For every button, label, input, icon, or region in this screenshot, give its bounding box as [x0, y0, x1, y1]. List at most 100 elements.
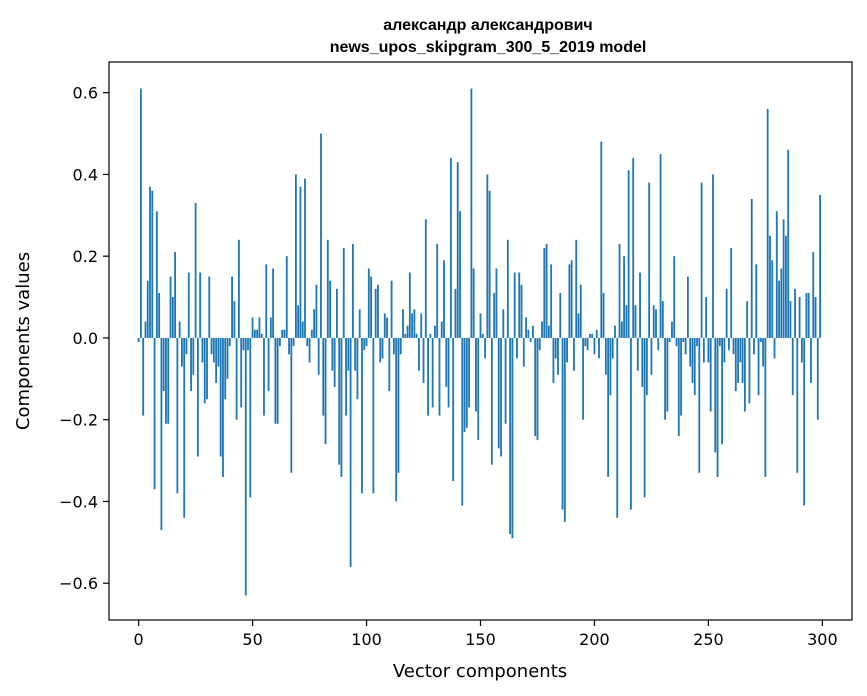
bar-149	[477, 337, 480, 441]
bar-280	[775, 211, 778, 338]
bar-236	[675, 337, 678, 347]
bar-271	[755, 264, 758, 338]
bar-223	[645, 337, 648, 396]
bar-131	[436, 243, 439, 338]
bar-91	[345, 337, 347, 416]
bar-3	[144, 321, 147, 338]
bar-215	[627, 170, 630, 338]
x-axis-ticks: 0 50 100 150 200 250 300	[134, 620, 838, 649]
bar-65	[285, 256, 288, 338]
bar-13	[167, 337, 170, 424]
bar-181	[550, 264, 553, 338]
bar-198	[588, 333, 591, 338]
bar-90	[342, 248, 345, 338]
bar-246	[698, 337, 701, 473]
bar-106	[379, 337, 382, 363]
bar-166	[516, 337, 518, 359]
bar-96	[356, 337, 359, 400]
bar-237	[677, 337, 680, 437]
x-tick-label-3: 150	[465, 630, 496, 649]
bar-88	[338, 337, 341, 465]
bar-49	[249, 337, 252, 498]
bar-220	[639, 272, 641, 338]
y-tick-label-2: −0.2	[59, 411, 98, 430]
bar-234	[671, 321, 673, 338]
bar-296	[812, 252, 815, 338]
bar-36	[219, 337, 222, 457]
x-tick-label-2: 100	[351, 630, 382, 649]
bar-289	[796, 337, 799, 473]
bar-53	[258, 317, 261, 338]
bar-247	[700, 182, 703, 338]
bar-42	[233, 301, 236, 338]
bar-206	[607, 337, 610, 477]
bar-44	[238, 239, 240, 338]
bar-231	[664, 337, 667, 420]
bar-179	[545, 243, 548, 338]
bar-191	[573, 337, 575, 371]
bar-150	[479, 313, 482, 338]
bar-252	[712, 174, 714, 338]
bar-195	[582, 337, 584, 420]
bar-123	[418, 337, 420, 371]
bar-263	[737, 337, 739, 383]
bar-262	[734, 337, 737, 392]
bar-284	[784, 235, 787, 338]
bar-112	[392, 337, 395, 355]
bar-38	[224, 337, 227, 400]
bar-277	[769, 235, 771, 338]
bar-209	[614, 325, 616, 338]
bar-4	[146, 280, 149, 338]
bar-9	[158, 292, 161, 338]
bar-122	[415, 333, 418, 338]
bar-15	[171, 297, 174, 338]
bar-60	[274, 337, 277, 424]
bar-67	[290, 337, 293, 473]
bar-30	[206, 337, 208, 400]
bar-2	[142, 337, 145, 416]
bar-270	[753, 337, 755, 355]
bar-221	[641, 337, 644, 387]
bar-211	[618, 243, 621, 338]
bar-248	[702, 337, 705, 363]
bar-226	[652, 305, 655, 338]
bar-154	[488, 190, 491, 338]
bar-94	[351, 243, 354, 338]
bar-82	[324, 337, 327, 445]
bar-218	[634, 305, 637, 338]
bar-159	[500, 337, 502, 457]
bar-45	[240, 337, 243, 408]
bar-28	[201, 337, 204, 363]
bar-77	[313, 309, 316, 338]
bar-279	[773, 337, 776, 359]
bar-153	[486, 174, 489, 338]
bar-208	[611, 337, 614, 359]
bar-196	[584, 337, 587, 347]
bar-256	[721, 337, 723, 445]
bar-172	[529, 337, 532, 343]
bar-257	[723, 337, 726, 363]
bar-26	[196, 337, 199, 457]
bar-204	[602, 292, 605, 338]
bar-58	[269, 317, 272, 338]
bar-228	[657, 337, 660, 351]
bar-295	[810, 337, 812, 383]
bar-134	[443, 260, 445, 338]
bar-182	[552, 337, 555, 383]
bar-146	[470, 88, 473, 338]
bar-180	[547, 325, 550, 338]
y-tick-label-0: −0.6	[59, 574, 98, 593]
bar-238	[680, 337, 682, 416]
bar-10	[160, 337, 163, 531]
bar-16	[174, 252, 176, 338]
bar-71	[299, 186, 302, 338]
bar-22	[187, 272, 190, 338]
bar-232	[666, 337, 669, 412]
bar-142	[461, 337, 464, 506]
y-tick-label-4: 0.2	[73, 247, 98, 266]
bar-163	[509, 337, 512, 535]
bar-241	[686, 276, 689, 338]
bar-186	[561, 337, 564, 510]
bar-56	[265, 264, 268, 338]
